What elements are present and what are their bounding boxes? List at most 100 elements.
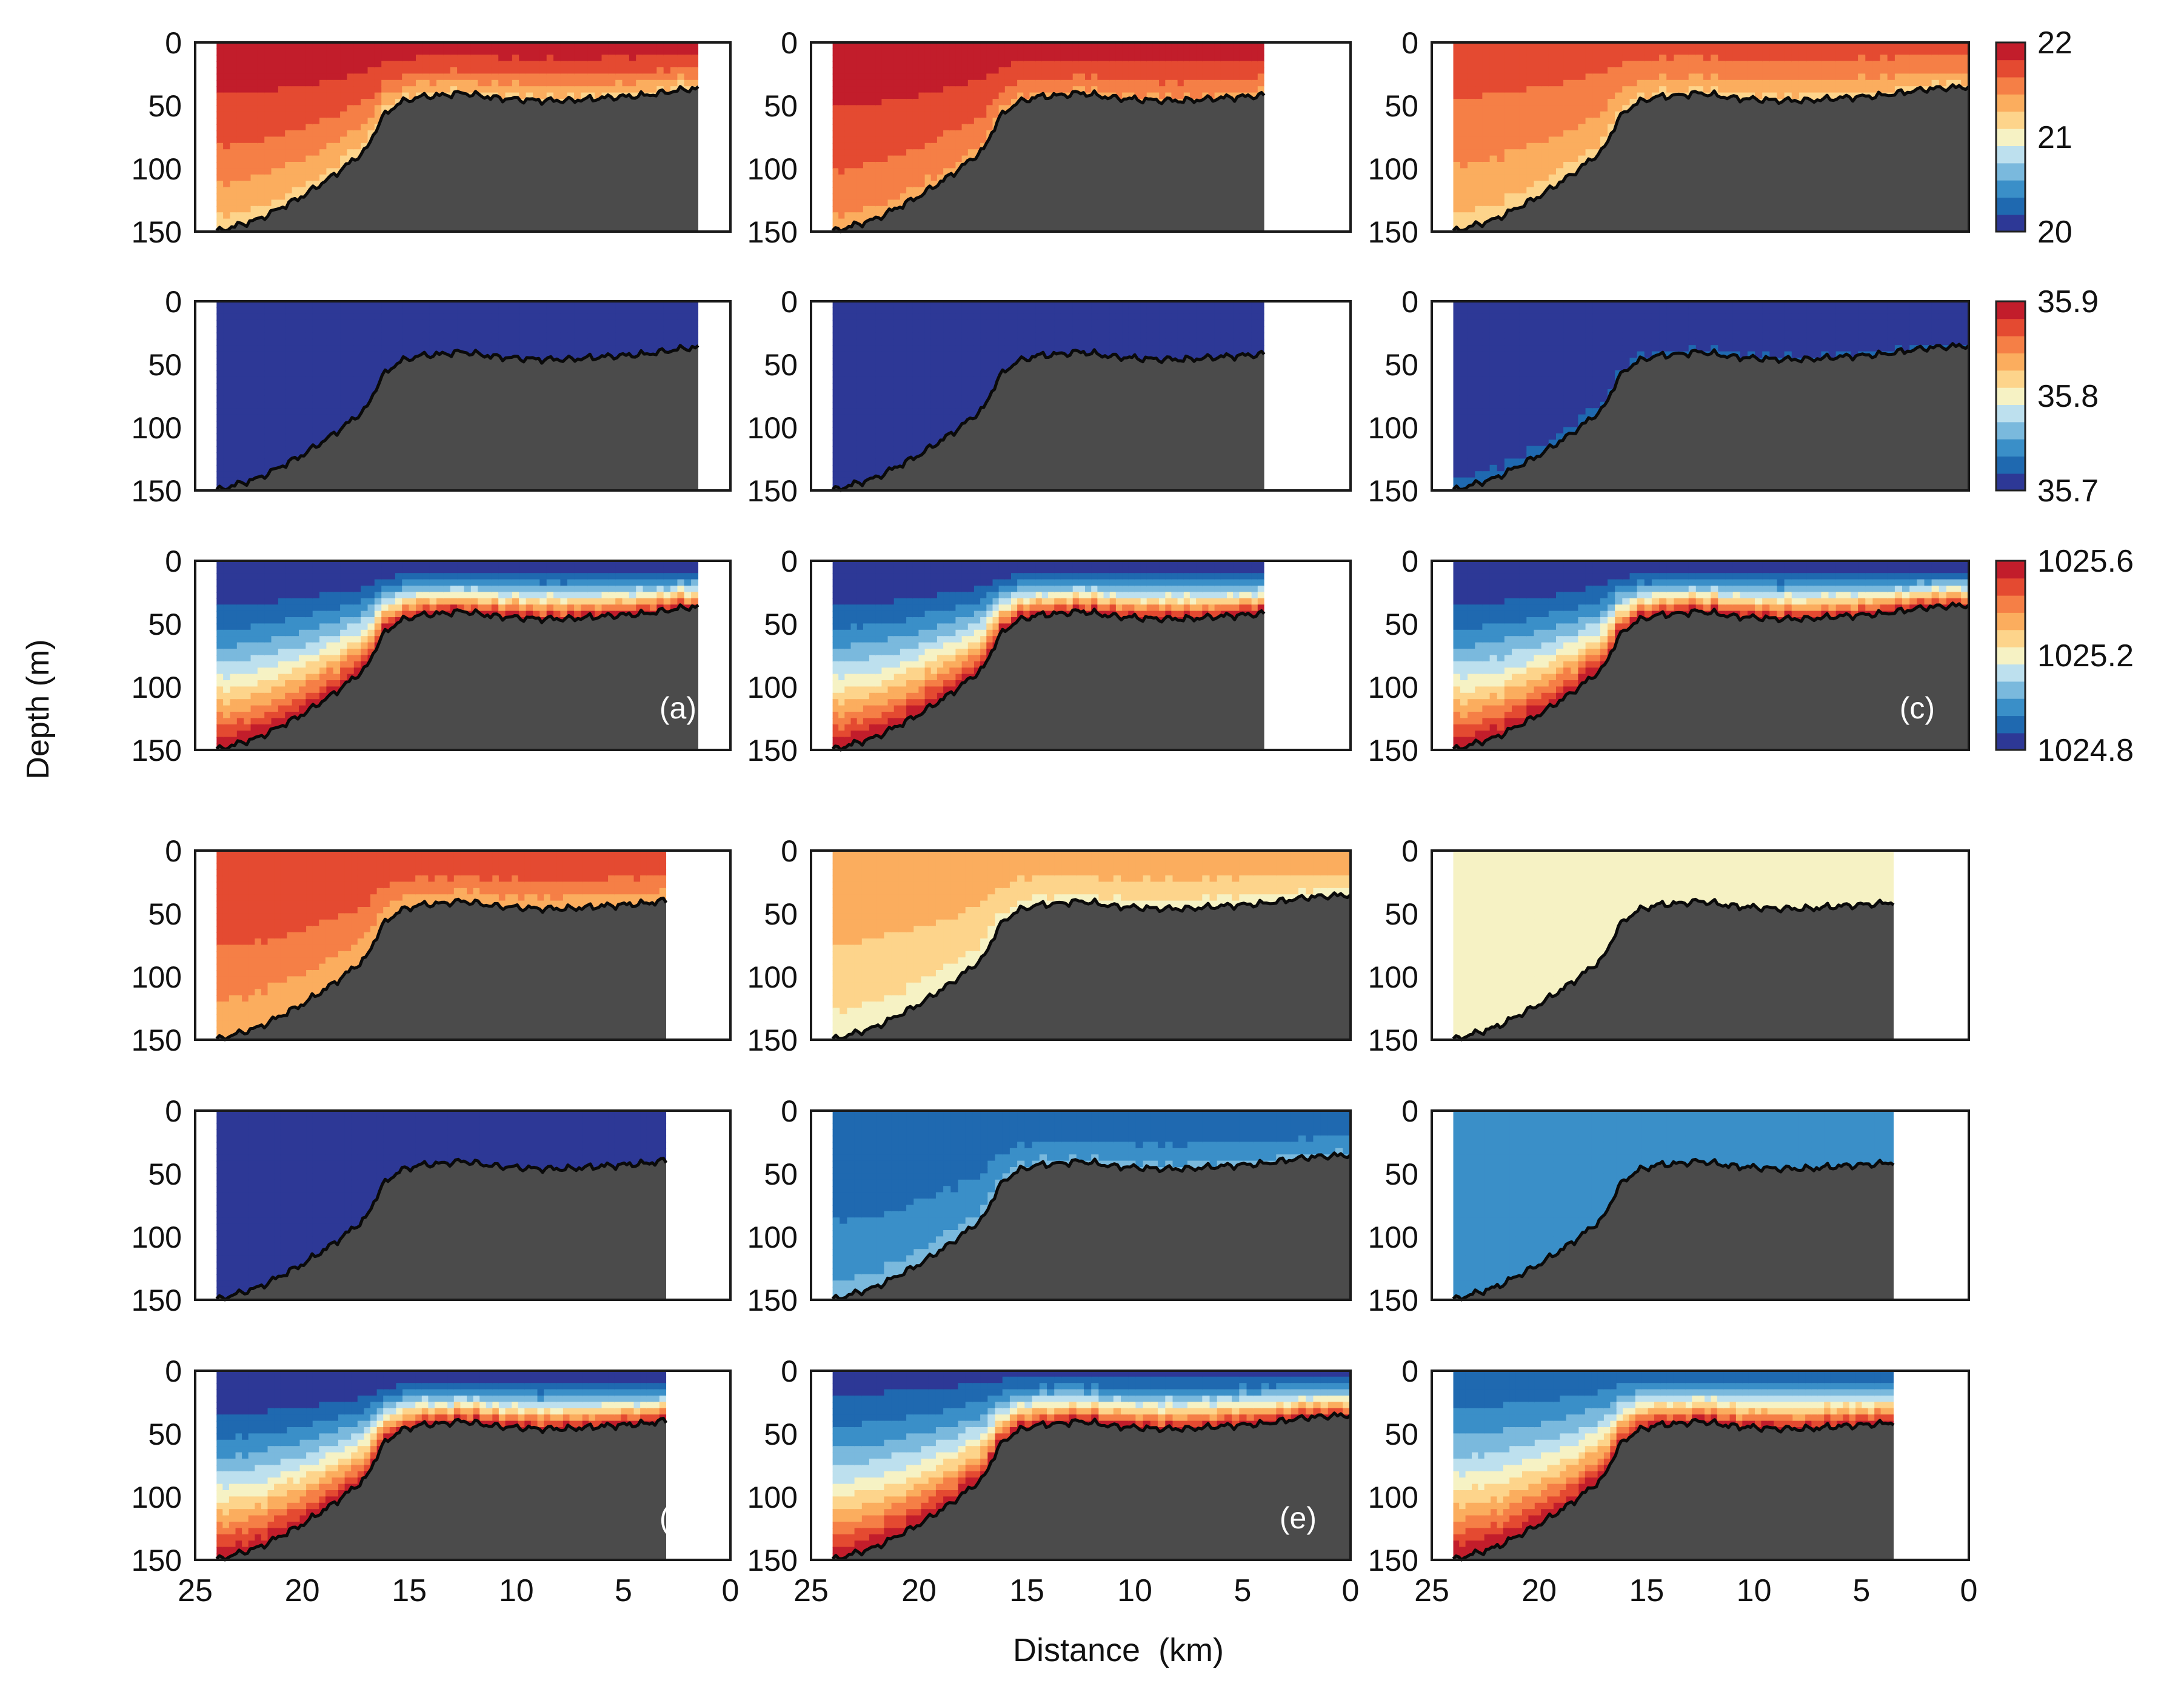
contour-cell	[299, 105, 307, 113]
contour-cell	[367, 370, 376, 378]
contour-cell	[1777, 42, 1786, 50]
contour-cell	[1085, 55, 1092, 62]
contour-cell	[278, 124, 286, 132]
contour-cell	[223, 471, 231, 478]
contour-cell	[1029, 61, 1037, 69]
contour-cell	[1872, 48, 1881, 56]
contour-cell	[230, 105, 238, 113]
contour-cell	[1843, 48, 1852, 56]
contour-cell	[1468, 73, 1476, 81]
contour-cell	[844, 351, 852, 359]
contour-cell	[1519, 111, 1528, 119]
contour-cell	[893, 118, 901, 125]
contour-cell	[1468, 55, 1476, 62]
contour-cell	[1835, 42, 1845, 50]
contour-cell	[1585, 61, 1594, 69]
contour-cell	[1023, 79, 1030, 87]
contour-cell	[949, 319, 957, 327]
contour-cell	[918, 111, 926, 119]
contour-cell	[567, 86, 575, 93]
contour-cell	[1171, 55, 1178, 62]
contour-cell	[992, 105, 1000, 113]
contour-cell	[250, 389, 259, 396]
contour-cell	[353, 351, 362, 359]
contour-cell	[416, 48, 424, 56]
contour-cell	[893, 155, 901, 163]
contour-cell	[257, 92, 265, 100]
contour-cell	[312, 136, 321, 144]
contour-cell	[1578, 118, 1586, 125]
contour-cell	[1578, 86, 1586, 93]
contour-cell	[1475, 206, 1483, 213]
contour-cell	[918, 92, 926, 100]
contour-cell	[299, 111, 307, 119]
contour-cell	[1035, 79, 1043, 87]
contour-cell	[850, 351, 858, 359]
contour-cell	[505, 86, 513, 93]
contour-cell	[1519, 193, 1528, 201]
contour-cell	[1571, 118, 1579, 125]
contour-cell	[526, 351, 534, 359]
contour-cell	[887, 168, 895, 176]
contour-cell	[230, 130, 238, 138]
contour-cell	[1171, 86, 1178, 93]
contour-cell	[869, 313, 877, 321]
contour-cell	[1128, 42, 1135, 50]
contour-cell	[388, 55, 396, 62]
contour-cell	[285, 433, 293, 441]
contour-cell	[1054, 313, 1061, 321]
contour-cell	[491, 301, 499, 309]
contour-cell	[1460, 212, 1469, 219]
contour-cell	[250, 401, 259, 409]
contour-cell	[875, 471, 883, 478]
contour-cell	[670, 79, 678, 87]
contour-cell	[491, 313, 499, 321]
contour-cell	[299, 401, 307, 409]
contour-cell	[973, 86, 981, 93]
contour-cell	[857, 193, 864, 201]
contour-cell	[857, 61, 864, 69]
contour-cell	[271, 42, 279, 50]
contour-cell	[1041, 345, 1049, 352]
contour-cell	[505, 345, 513, 352]
contour-cell	[422, 307, 431, 315]
contour-cell	[587, 79, 596, 87]
contour-cell	[900, 326, 907, 333]
contour-cell	[312, 307, 321, 315]
contour-cell	[930, 351, 938, 359]
contour-cell	[1777, 48, 1786, 56]
contour-cell	[457, 67, 465, 75]
contour-cell	[470, 313, 479, 321]
contour-cell	[244, 111, 252, 119]
contour-cell	[1048, 301, 1055, 309]
contour-cell	[943, 326, 950, 333]
contour-cell	[1798, 79, 1808, 87]
contour-cell	[869, 364, 877, 372]
contour-cell	[881, 136, 889, 144]
contour-cell	[1489, 174, 1498, 182]
contour-cell	[1548, 168, 1557, 176]
contour-cell	[533, 326, 541, 333]
contour-cell	[340, 142, 348, 150]
contour-cell	[319, 414, 327, 422]
contour-cell	[967, 326, 975, 333]
contour-cell	[924, 181, 932, 188]
contour-cell	[271, 73, 279, 81]
contour-cell	[1091, 313, 1098, 321]
contour-cell	[306, 414, 314, 422]
contour-cell	[223, 130, 231, 138]
contour-cell	[1109, 86, 1117, 93]
contour-cell	[622, 79, 630, 87]
contour-cell	[223, 55, 231, 62]
contour-cell	[912, 414, 920, 422]
contour-cell	[998, 92, 1006, 100]
contour-cell	[1828, 79, 1837, 87]
contour-cell	[943, 162, 950, 169]
contour-cell	[498, 338, 506, 346]
contour-cell	[1011, 351, 1018, 359]
contour-cell	[567, 332, 575, 340]
contour-cell	[622, 86, 630, 93]
contour-cell	[1233, 55, 1240, 62]
contour-cell	[299, 162, 307, 169]
